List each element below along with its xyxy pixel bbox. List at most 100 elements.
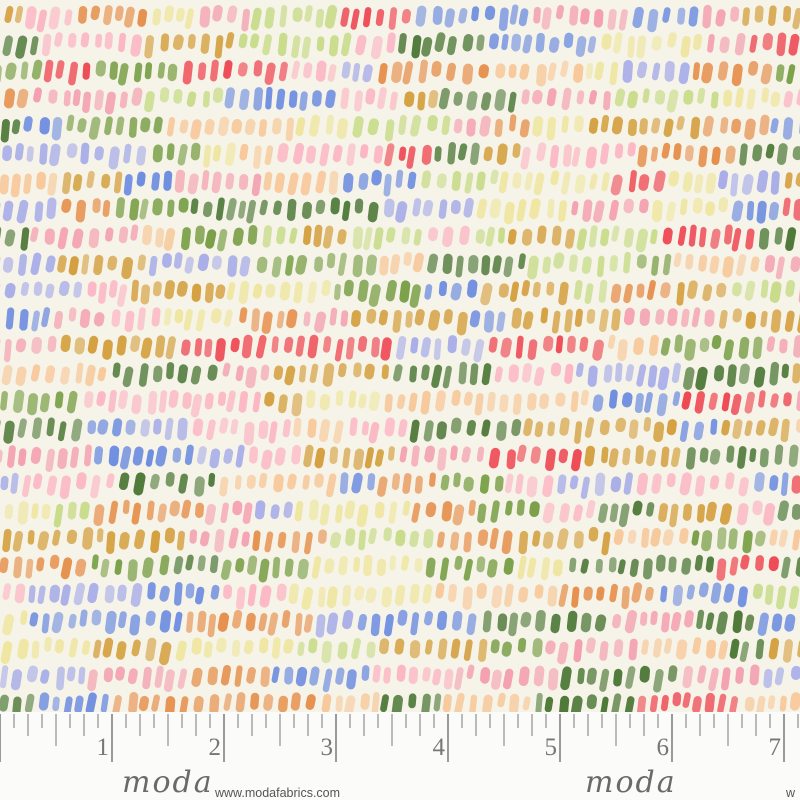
paint-dash [688,224,697,247]
paint-dash [84,391,94,408]
paint-dash [469,694,478,714]
paint-dash [258,613,268,632]
paint-dash [705,639,717,659]
paint-dash [295,254,308,275]
paint-dash [646,280,656,300]
paint-dash [533,6,541,24]
paint-dash [45,283,55,299]
paint-dash [710,418,718,435]
paint-dash [174,309,184,324]
paint-dash [131,279,139,302]
paint-dash [104,116,113,136]
paint-dash [545,640,556,655]
paint-dash [40,669,50,684]
paint-dash [398,146,407,161]
paint-dash [74,695,84,714]
paint-dash [378,309,389,326]
paint-dash [155,445,168,467]
paint-dash [396,394,406,410]
paint-dash [473,339,485,363]
paint-dash [329,307,338,326]
paint-dash [535,32,545,53]
paint-dash [696,503,706,523]
paint-dash [389,254,401,275]
paint-dash [567,335,576,354]
paint-dash [195,502,205,518]
paint-dash [190,119,202,140]
paint-dash [461,338,471,356]
paint-dash [75,199,87,223]
paint-dash [746,200,755,221]
paint-dash [607,8,617,31]
paint-dash [407,171,417,190]
paint-dash [573,639,583,663]
paint-dash [86,170,95,189]
paint-dash [210,308,222,324]
paint-dash [719,309,728,329]
paint-dash [704,309,715,327]
paint-dash [463,531,472,553]
paint-dash [127,559,138,582]
paint-dash [191,283,202,302]
paint-dash [463,391,473,406]
paint-dash [496,143,508,165]
paint-dash [178,473,189,494]
paint-dash [115,197,126,219]
paint-dash [118,611,127,629]
paint-dash [704,692,715,714]
paint-dash [779,338,788,354]
paint-dash [295,335,305,357]
paint-dash [662,227,673,245]
paint-dash [617,339,628,362]
paint-dash [429,472,436,487]
paint-dash [103,667,114,683]
paint-dash [194,586,205,605]
paint-dash [479,474,490,494]
paint-dash [58,280,70,297]
paint-dash [186,91,197,107]
paint-dash [33,87,42,103]
paint-dash [44,365,56,384]
paint-dash [575,36,587,57]
paint-dash [11,119,21,135]
paint-dash [325,114,334,135]
paint-dash [786,64,796,85]
paint-dash [470,142,480,166]
paint-dash [521,363,533,383]
paint-dash [241,531,250,547]
paint-dash [153,365,163,383]
paint-dash [262,34,273,56]
paint-dash [451,610,463,631]
paint-dash [636,35,647,59]
paint-dash [63,90,71,107]
paint-dash [255,335,267,359]
paint-dash [795,172,800,187]
paint-dash [105,610,117,635]
paint-dash [790,665,800,680]
paint-dash [358,529,367,551]
paint-dash [718,197,729,213]
paint-dash [581,256,592,274]
paint-dash [283,336,294,353]
paint-dash [163,307,172,326]
paint-dash [507,91,517,113]
paint-dash [293,142,305,165]
paint-dash [203,641,213,658]
paint-dash [348,390,357,408]
paint-dash [752,583,764,599]
paint-dash [652,638,663,658]
paint-dash [629,558,639,577]
paint-dash [391,694,403,714]
paint-dash [238,390,249,413]
paint-dash [682,503,693,521]
paint-dash [512,172,522,189]
paint-dash [368,391,381,411]
paint-dash [74,337,86,355]
paint-dash [592,394,604,412]
paint-dash [458,7,468,24]
paint-dash [164,417,174,441]
paint-dash [533,367,545,387]
paint-dash [2,35,13,57]
paint-dash [207,364,218,381]
paint-dash [46,417,55,437]
